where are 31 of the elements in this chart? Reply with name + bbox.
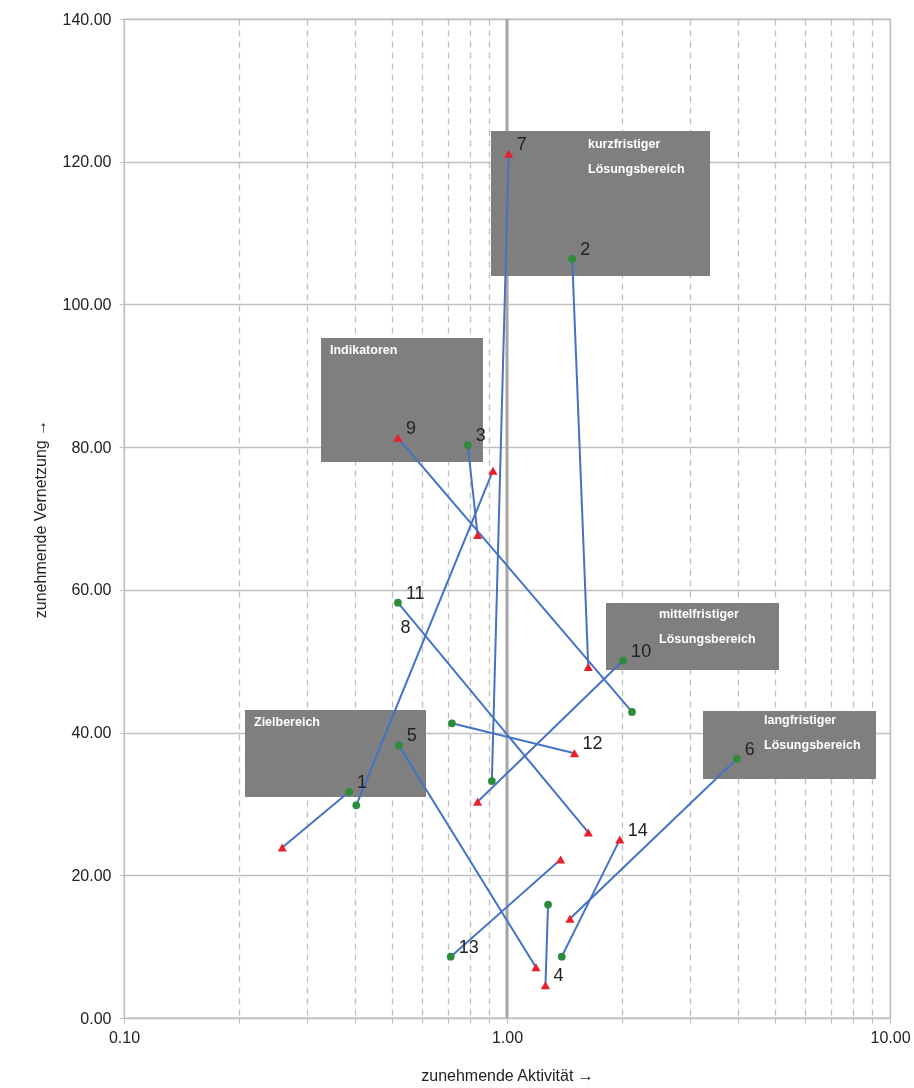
annotation: 2 (580, 238, 591, 259)
y-tick-label: 20.00 (71, 866, 112, 884)
annotation: 4 (553, 965, 564, 986)
annotation: 10 (631, 640, 652, 661)
annotation: 1 (357, 771, 368, 792)
annotation: mittelfristiger Lösungsbereich (659, 607, 756, 646)
annotation: 6 (744, 738, 755, 759)
y-tick-label: 100.00 (62, 295, 112, 313)
annotation: Indikatoren (330, 343, 398, 357)
annotation: 11 (405, 582, 425, 603)
annotation: 7 (516, 133, 527, 154)
y-tick-label: 120.00 (62, 153, 112, 171)
x-tick-label: 0.10 (108, 1028, 141, 1046)
annotation: 9 (405, 417, 416, 438)
y-tick-label: 60.00 (71, 581, 112, 599)
y-tick-label: 40.00 (71, 724, 112, 742)
annotation: 5 (406, 725, 417, 746)
annotation: langfristiger Lösungsbereich (764, 713, 861, 752)
y-tick-label: 140.00 (62, 10, 112, 28)
x-tick-label: 10.00 (870, 1028, 911, 1046)
x-axis-title: zunehmende Aktivität → (421, 1066, 594, 1084)
y-tick-label: 80.00 (71, 438, 112, 456)
x-tick-label: 1.00 (491, 1028, 524, 1046)
y-axis-title: zunehmende Vernetzung → (31, 419, 49, 619)
y-tick-label: 0.00 (80, 1009, 112, 1027)
annotation: Zielbereich (254, 715, 320, 729)
annotation: 12 (582, 733, 603, 754)
annotation: 13 (458, 936, 479, 957)
annotation: kurzfristiger Lösungsbereich (588, 137, 685, 176)
annotation: 14 (627, 819, 648, 840)
series-label: 8 (400, 617, 411, 638)
